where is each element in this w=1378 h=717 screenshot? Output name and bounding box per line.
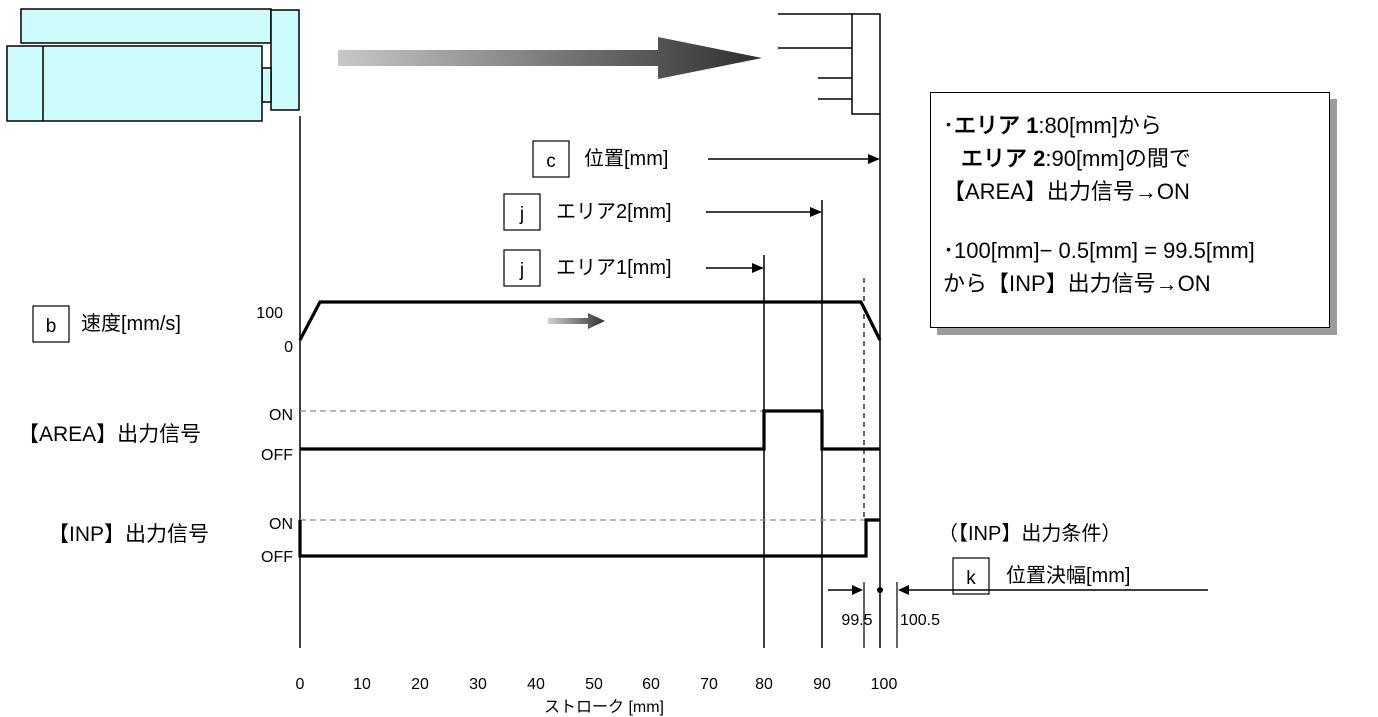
inp-width-label: 位置決幅[mm] <box>1006 564 1130 587</box>
position-label: 位置[mm] <box>584 147 668 170</box>
tick-60: 60 <box>642 676 660 693</box>
inp-condition: （【INP】出力条件） k 位置決幅[mm] 99.5 100.5 <box>828 522 1208 629</box>
note-area1-bold: エリア 1 <box>954 113 1039 138</box>
band-high-label: 100.5 <box>900 612 940 629</box>
speed-axis-bottom: 0 <box>284 339 293 356</box>
param-position: c 位置[mm] <box>532 140 880 178</box>
note-line-3: 【AREA】出力信号→ON <box>943 179 1190 204</box>
band-low-label: 99.5 <box>841 612 872 629</box>
area2-label: エリア2[mm] <box>556 201 672 223</box>
tick-40: 40 <box>527 676 545 693</box>
inp-off-label: OFF <box>261 549 293 566</box>
inp-signal-name: 【INP】出力信号 <box>48 523 209 546</box>
area-signal-name: 【AREA】出力信号 <box>18 423 201 446</box>
tick-100: 100 <box>871 676 898 693</box>
speed-code: b <box>46 316 57 337</box>
tick-30: 30 <box>469 676 487 693</box>
speed-row: b 速度[mm/s] 100 0 <box>32 300 882 356</box>
area1-code: j <box>519 260 524 281</box>
area-off-label: OFF <box>261 447 293 464</box>
speed-direction-arrow <box>548 313 605 329</box>
tick-20: 20 <box>411 676 429 693</box>
note-bullet: ･ <box>943 113 955 138</box>
inp-on-label: ON <box>269 516 293 533</box>
speed-label: 速度[mm/s] <box>81 312 181 335</box>
note-area2-rest: :90[mm]の間で <box>1045 146 1191 171</box>
area2-code: j <box>519 204 524 225</box>
note-line-5: から【INP】出力信号→ON <box>943 271 1211 296</box>
area1-label: エリア1[mm] <box>556 257 672 279</box>
note-area2-bold: エリア 2 <box>961 146 1046 171</box>
tick-70: 70 <box>700 676 718 693</box>
area-waveform <box>300 409 880 451</box>
note-area1-rest: :80[mm]から <box>1038 113 1162 138</box>
param-area1: j エリア1[mm] <box>503 249 764 287</box>
inp-signal-row: 【INP】出力信号 ON OFF <box>48 516 880 566</box>
actuator-illustration <box>6 8 300 122</box>
explanation-note: ･エリア 1:80[mm]から エリア 2:90[mm]の間で 【AREA】出力… <box>930 92 1330 328</box>
stroke-axis: 0 10 20 30 40 50 60 70 80 90 100 ストローク [… <box>296 676 898 716</box>
speed-profile <box>298 300 882 341</box>
tick-80: 80 <box>755 676 773 693</box>
position-code: c <box>546 151 556 172</box>
tick-0: 0 <box>296 676 305 693</box>
inp-waveform <box>298 518 880 558</box>
stroke-axis-label: ストローク [mm] <box>544 698 664 716</box>
area-signal-row: 【AREA】出力信号 ON OFF <box>18 407 880 464</box>
motion-arrow <box>338 37 762 79</box>
inp-condition-label: （【INP】出力条件） <box>938 522 1121 545</box>
inp-width-code: k <box>966 568 976 589</box>
tick-50: 50 <box>585 676 603 693</box>
tick-90: 90 <box>813 676 831 693</box>
tick-10: 10 <box>353 676 371 693</box>
note-line-2: エリア 2:90[mm]の間で <box>943 142 1317 175</box>
note-line-1: ･エリア 1:80[mm]から <box>943 109 1317 142</box>
speed-axis-top: 100 <box>256 305 283 322</box>
stopper-illustration <box>778 13 881 115</box>
note-line-4: ･100[mm]− 0.5[mm] = 99.5[mm] <box>943 238 1255 263</box>
area-on-label: ON <box>269 407 293 424</box>
param-area2: j エリア2[mm] <box>503 193 822 231</box>
